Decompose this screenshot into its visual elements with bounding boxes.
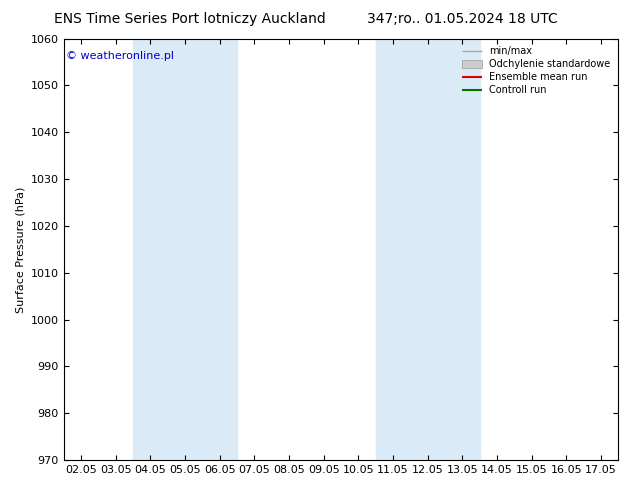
Text: © weatheronline.pl: © weatheronline.pl bbox=[67, 51, 174, 61]
Y-axis label: Surface Pressure (hPa): Surface Pressure (hPa) bbox=[15, 186, 25, 313]
Bar bbox=[376, 39, 480, 460]
Bar bbox=[133, 39, 237, 460]
Text: ENS Time Series Port lotniczy Auckland: ENS Time Series Port lotniczy Auckland bbox=[55, 12, 326, 26]
Text: 347;ro.. 01.05.2024 18 UTC: 347;ro.. 01.05.2024 18 UTC bbox=[368, 12, 558, 26]
Legend: min/max, Odchylenie standardowe, Ensemble mean run, Controll run: min/max, Odchylenie standardowe, Ensembl… bbox=[459, 44, 614, 98]
